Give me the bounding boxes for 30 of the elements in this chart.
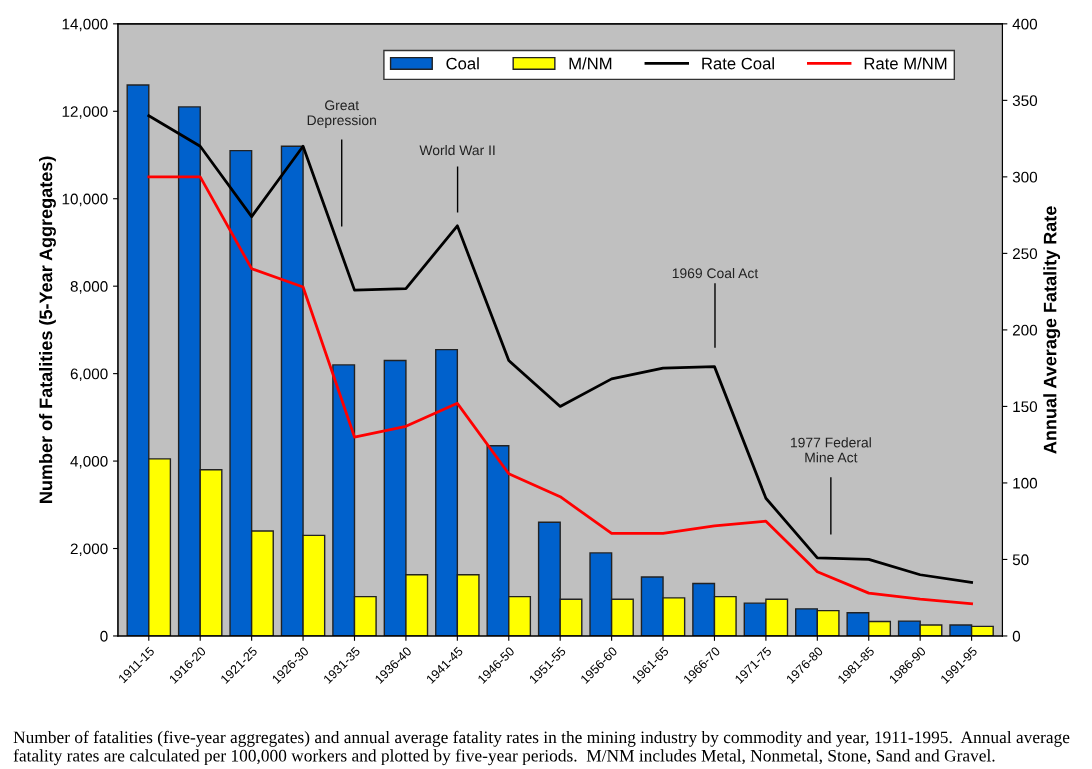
annotation: World War II bbox=[419, 144, 495, 156]
y-tick-label: 0 bbox=[100, 630, 108, 642]
y-tick-label: 10,000 bbox=[62, 193, 108, 207]
y-tick-label: 6,000 bbox=[70, 368, 108, 382]
y2-tick-label: 350 bbox=[1012, 95, 1038, 107]
annotation: 1977 Federal Mine Act bbox=[791, 437, 871, 463]
annotation: Great Depression bbox=[307, 100, 376, 128]
y2-tick-label: 300 bbox=[1012, 171, 1038, 183]
y2-tick-label: 0 bbox=[1012, 630, 1021, 642]
line-series bbox=[147, 114, 973, 584]
y2-axis-title: Annual Average Fatality Rate bbox=[1043, 206, 1061, 454]
y2-tick-label: 250 bbox=[1012, 248, 1038, 260]
y-tick-label: 2,000 bbox=[70, 543, 108, 557]
legend-label: Rate M/NM bbox=[864, 57, 947, 70]
y2-tick-label: 100 bbox=[1013, 477, 1038, 489]
annotation: 1969 Coal Act bbox=[672, 267, 759, 279]
y2-tick-label: 400 bbox=[1012, 18, 1038, 30]
y2-tick-label: 50 bbox=[1012, 554, 1029, 566]
y2-tick-label: 150 bbox=[1013, 401, 1038, 413]
y-tick-label: 8,000 bbox=[70, 281, 108, 294]
legend-label: M/NM bbox=[569, 57, 612, 70]
legend-label: Coal bbox=[446, 57, 479, 70]
y-tick-label: 12,000 bbox=[62, 106, 108, 119]
text: Number of fatalities (five-year aggregates) and annual average fatality rates in the mining industry by commodity and year, 1911-1995. Annual average fatality rates are calculated per 100,000 workers and plotted by five-year periods. M/NM includes Metal, Nonmetal, Stone, Sand and Gravel. bbox=[13, 730, 1070, 766]
y-axis-title: Number of Fatalities (5-Year Aggregates) bbox=[39, 156, 56, 503]
legend-label: Rate Coal bbox=[702, 57, 774, 70]
y2-tick-label: 200 bbox=[1012, 324, 1038, 336]
line-series bbox=[147, 175, 973, 606]
y-tick-label: 4,000 bbox=[70, 455, 108, 469]
y-tick-label: 14,000 bbox=[62, 18, 108, 32]
